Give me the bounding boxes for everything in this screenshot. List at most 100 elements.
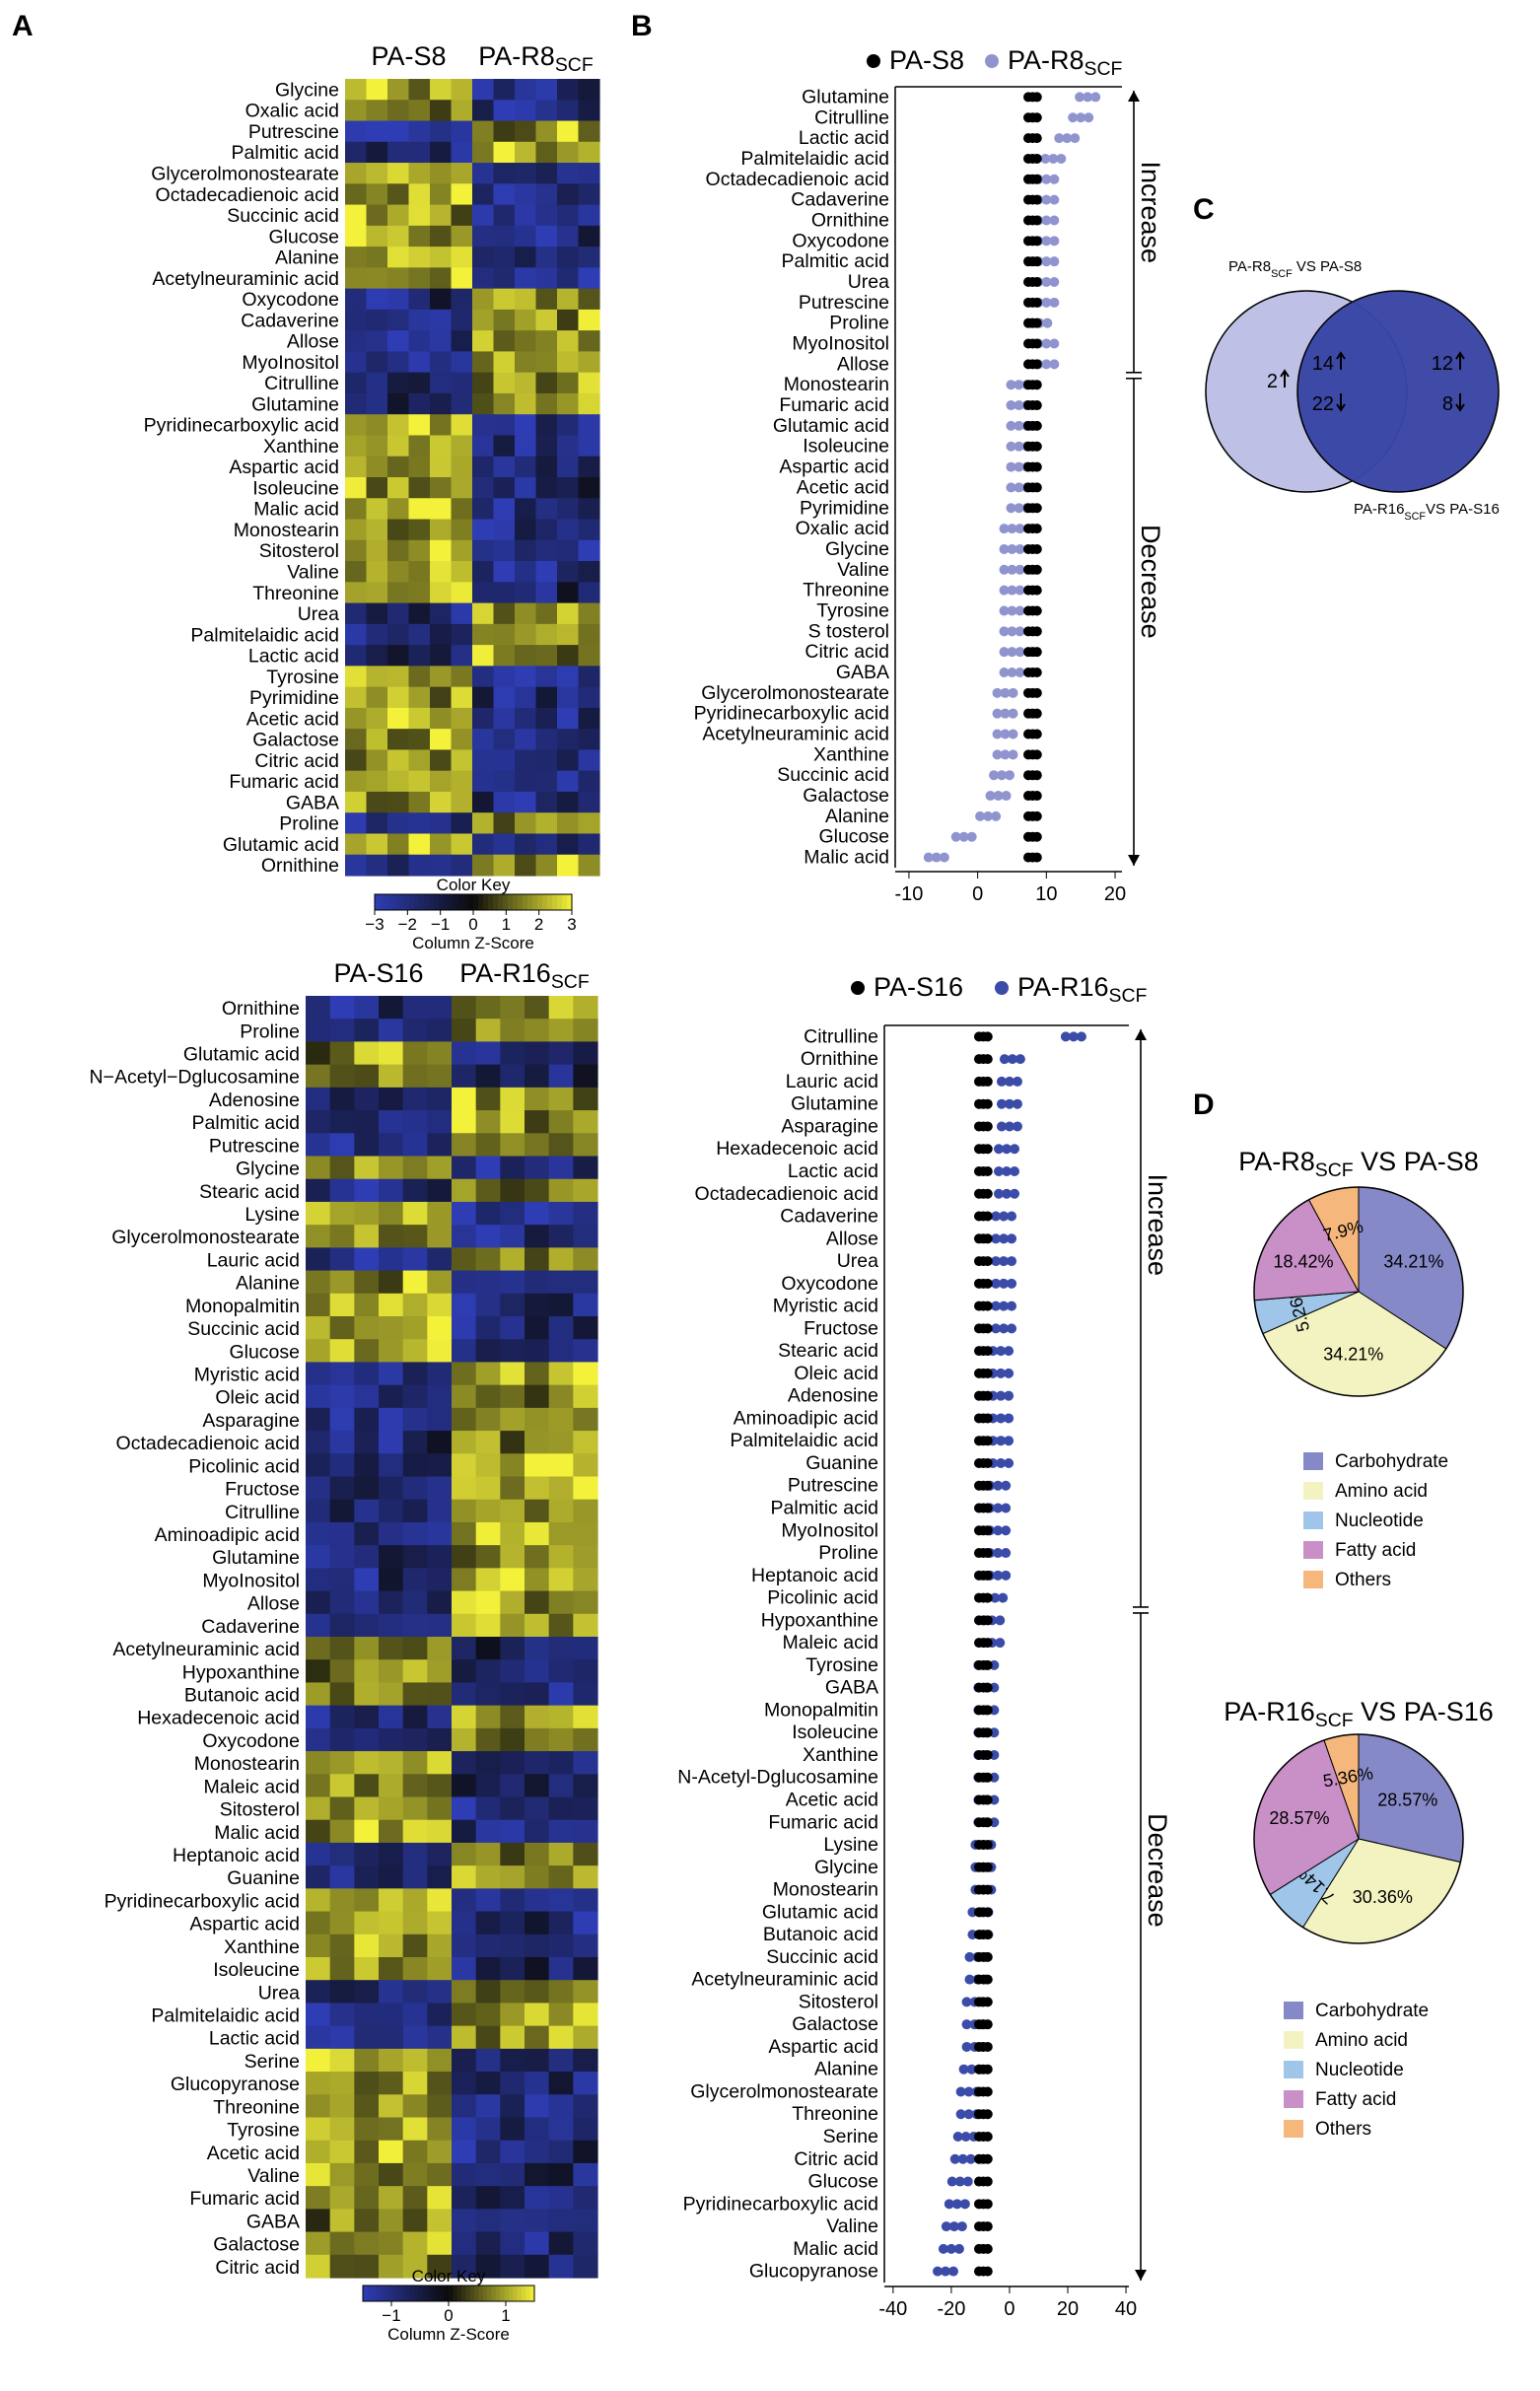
heatmap-row-label: Allose: [287, 331, 339, 353]
heatmap-cell: [472, 372, 495, 394]
heatmap-cell: [475, 1453, 501, 1478]
heatmap-cell: [329, 1201, 355, 1226]
heatmap-cell: [329, 1064, 355, 1089]
heatmap-cell: [573, 1225, 598, 1248]
heatmap-cell: [472, 183, 495, 206]
dot-r-xanthine: [992, 749, 1003, 760]
dot-r-picolinic-acid: [998, 1592, 1009, 1603]
legend-label-s: PA-S8: [889, 45, 964, 75]
heatmap-cell: [525, 2162, 550, 2187]
heatmap-row-label: Citrulline: [225, 1502, 300, 1523]
heatmap-cell: [548, 996, 574, 1020]
heatmap-cell: [515, 749, 537, 772]
heatmap-cell: [525, 1087, 550, 1111]
heatmap-cell: [329, 1659, 355, 1684]
heatmap-cell: [329, 1545, 355, 1569]
heatmap-cell: [306, 1842, 331, 1866]
heatmap-cell: [354, 2162, 380, 2187]
heatmap-cell: [578, 623, 600, 646]
heatmap-cell: [452, 2094, 477, 2119]
x-tick-label: -20: [937, 2298, 965, 2320]
heatmap-cell: [557, 267, 580, 290]
heatmap-cell: [548, 1270, 574, 1295]
heatmap-cell: [475, 1178, 501, 1203]
dot-r-citrulline: [1076, 112, 1086, 123]
dot-r-citrulline: [1068, 1031, 1079, 1042]
heatmap-cell: [379, 1888, 404, 1913]
heatmap-cell: [306, 1339, 331, 1364]
heatmap-cell: [408, 582, 431, 604]
heatmap-cell: [493, 539, 516, 562]
color-key-swatch: [493, 894, 499, 910]
dot-r-cadaverine: [1049, 194, 1060, 205]
heatmap-cell: [402, 1247, 428, 1272]
heatmap-cell: [548, 2094, 574, 2119]
heatmap-cell: [306, 1590, 331, 1615]
heatmap-cell: [535, 79, 558, 101]
dot-s-ornithine: [982, 1054, 993, 1065]
heatmap-row-label: Monopalmitin: [185, 1296, 300, 1317]
heatmap-group-label: PA-R16SCF: [459, 958, 590, 993]
dot-s-citrulline: [982, 1031, 993, 1042]
heatmap-cell: [515, 309, 537, 331]
heatmap-cell: [354, 1568, 380, 1592]
heatmap-cell: [500, 1476, 525, 1501]
heatmap-cell: [472, 392, 495, 415]
heatmap-cell: [329, 1751, 355, 1775]
heatmap-cell: [472, 163, 495, 184]
heatmap-cell: [573, 1934, 598, 1958]
heatmap-cell: [452, 1613, 477, 1638]
heatmap-cell: [475, 1613, 501, 1638]
dot-r-palmitelaidic-acid: [1056, 153, 1067, 164]
dot-s-gaba: [1031, 668, 1042, 677]
heatmap-cell: [354, 1659, 380, 1684]
heatmap-cell: [427, 1842, 453, 1866]
heatmap-cell: [548, 1293, 574, 1317]
legend-swatch-others: [1284, 2120, 1303, 2138]
heatmap-cell: [578, 456, 600, 478]
heatmap-cell: [402, 1178, 428, 1203]
heatmap-cell: [500, 1613, 525, 1638]
heatmap-cell: [306, 1568, 331, 1592]
heatmap-cell: [557, 645, 580, 667]
heatmap-row-label: Maleic acid: [203, 1776, 300, 1797]
heatmap-cell: [475, 996, 501, 1020]
dot-r-aminoadipic-acid: [996, 1413, 1007, 1424]
color-key-swatch: [532, 894, 538, 910]
heatmap-cell: [472, 204, 495, 227]
heatmap-cell: [408, 163, 431, 184]
heatmap-group-label: PA-S16: [333, 958, 423, 988]
heatmap-cell: [573, 1384, 598, 1409]
bracket-label-increase: Increase: [1143, 1173, 1172, 1276]
heatmap-cell: [427, 2140, 453, 2164]
pie-slice-label: 34.21%: [1323, 1344, 1383, 1364]
heatmap-cell: [379, 1590, 404, 1615]
heatmap-cell: [366, 435, 388, 457]
dot-r-oleic-acid: [996, 1368, 1007, 1378]
dot-r-citrulline: [1068, 112, 1079, 123]
legend-label-r: PA-R8SCF: [1008, 45, 1123, 80]
heatmap-row-label: Galactose: [213, 2234, 300, 2256]
heatmap-cell: [493, 749, 516, 772]
heatmap-cell: [427, 2094, 453, 2119]
heatmap-row-label: Citrulline: [264, 373, 339, 394]
heatmap-cell: [573, 2048, 598, 2073]
dot-s-putrescine: [982, 1480, 993, 1491]
heatmap-cell: [557, 707, 580, 730]
dot-s-asparagine: [982, 1121, 993, 1132]
dot-r-allose: [999, 1233, 1010, 1244]
heatmap-cell: [452, 2117, 477, 2142]
heatmap-cell: [306, 1156, 331, 1180]
heatmap-cell: [573, 2231, 598, 2256]
color-key-swatch: [562, 894, 568, 910]
heatmap-cell: [387, 79, 410, 101]
heatmap-row-label: MyoInositol: [202, 1570, 300, 1591]
dot-row-label: Aspartic acid: [768, 2036, 878, 2058]
heatmap-cell: [402, 1133, 428, 1158]
heatmap-row-label: Palmitic acid: [192, 1112, 300, 1134]
dot-s-gaba: [982, 1682, 993, 1693]
heatmap-cell: [578, 120, 600, 143]
dot-s-fumaric-acid: [1031, 400, 1042, 411]
heatmap-cell: [557, 100, 580, 122]
dot-r-lauric-acid: [1004, 1076, 1015, 1087]
